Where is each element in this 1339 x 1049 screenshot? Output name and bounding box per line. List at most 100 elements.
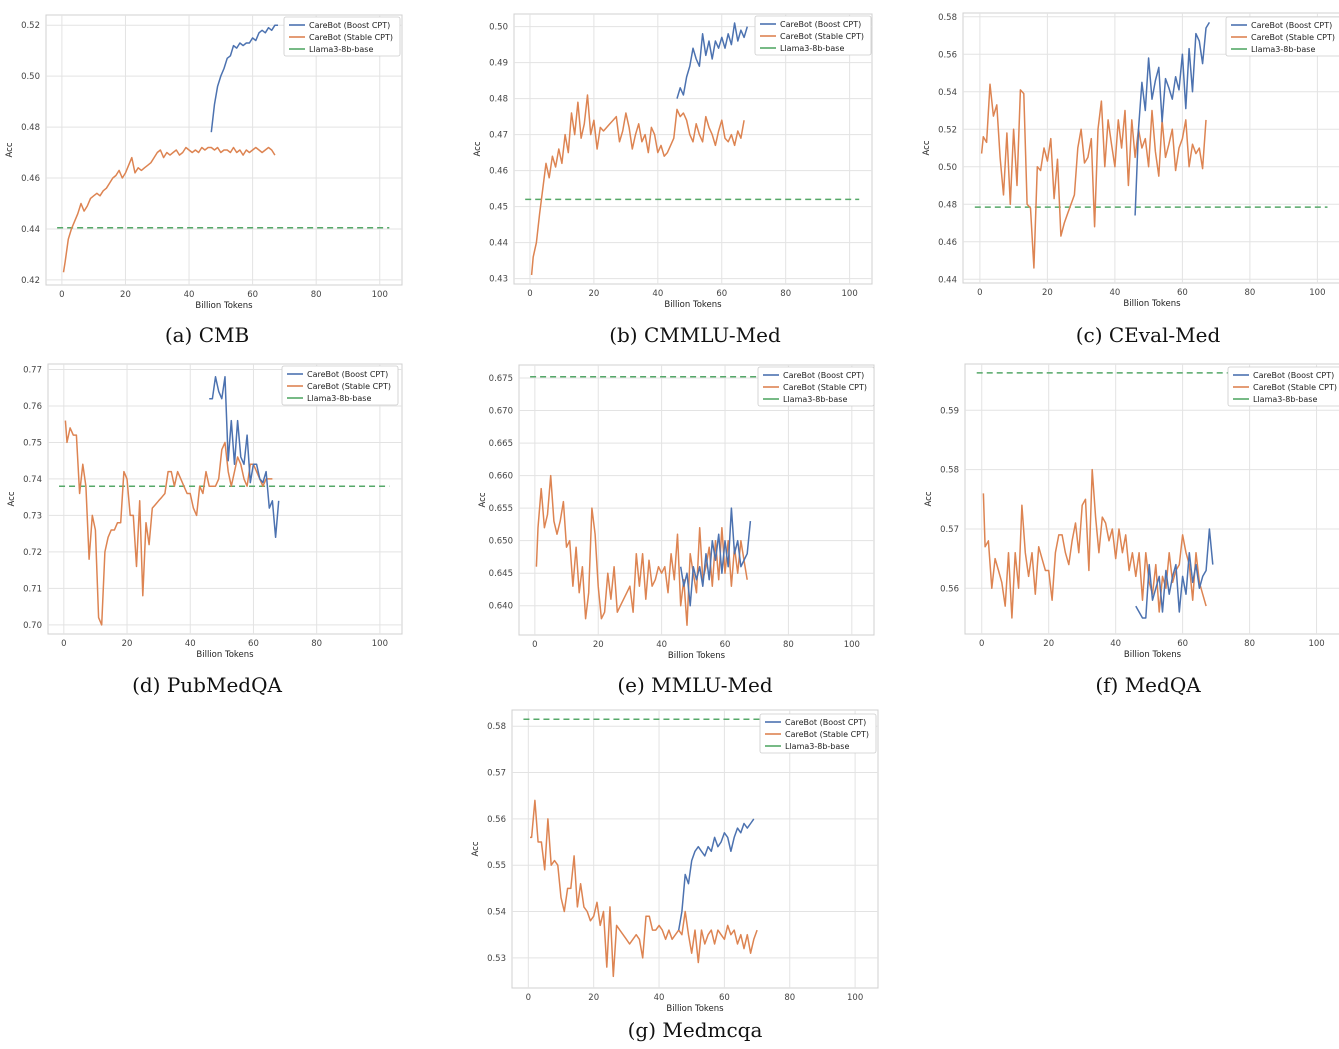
- y-tick-label: 0.43: [489, 275, 508, 285]
- y-tick-label: 0.50: [489, 23, 508, 33]
- legend-label-base: Llama3-8b-base: [309, 45, 373, 54]
- y-tick-label: 0.44: [938, 275, 957, 285]
- legend-label-boost: CareBot (Boost CPT): [783, 371, 864, 380]
- legend-label-stable: CareBot (Stable CPT): [780, 32, 864, 41]
- legend-label-stable: CareBot (Stable CPT): [1251, 33, 1335, 42]
- figure-caption: (e) MMLU-Med: [617, 673, 773, 697]
- y-tick-label: 0.75: [23, 438, 42, 448]
- legend-label-boost: CareBot (Boost CPT): [1253, 371, 1334, 380]
- legend-label-base: Llama3-8b-base: [780, 44, 844, 53]
- y-tick-label: 0.45: [489, 203, 508, 213]
- y-axis-label: Acc: [471, 841, 481, 856]
- y-tick-label: 0.59: [940, 406, 959, 416]
- y-tick-label: 0.47: [489, 131, 508, 141]
- y-tick-label: 0.58: [938, 13, 957, 23]
- x-tick-label: 60: [1177, 639, 1188, 649]
- x-tick-label: 0: [59, 290, 64, 300]
- y-tick-label: 0.50: [938, 163, 957, 173]
- panel-mmlu: 0 20 40 60 80 100 0.640 0.645 0.650 0.655 0.660 0.6…: [450, 350, 890, 700]
- x-tick-label: 80: [1244, 639, 1255, 649]
- y-tick-label: 0.55: [487, 861, 506, 871]
- y-tick-label: 0.44: [489, 239, 508, 249]
- chart-svg: 0 20 40 60 80 100 0.42 0.44 0.46 0.48 0.50 0.52 Bill…: [5, 14, 403, 311]
- y-tick-label: 0.48: [489, 95, 508, 105]
- legend-label-base: Llama3-8b-base: [1251, 45, 1315, 54]
- x-tick-label: 20: [120, 290, 131, 300]
- y-tick-label: 0.71: [23, 584, 42, 594]
- x-tick-label: 0: [532, 640, 537, 650]
- y-tick-label: 0.46: [489, 167, 508, 177]
- x-tick-label: 40: [1110, 639, 1121, 649]
- y-tick-label: 0.640: [489, 602, 513, 612]
- series-line-stable: [982, 468, 1207, 619]
- x-tick-label: 60: [247, 290, 258, 300]
- y-tick-label: 0.665: [489, 439, 513, 449]
- y-tick-label: 0.53: [487, 954, 506, 964]
- y-tick-label: 0.650: [489, 537, 513, 547]
- y-tick-label: 0.46: [21, 174, 40, 184]
- chart-svg: 0 20 40 60 80 100 0.640 0.645 0.650 0.655 0.660 0.6…: [478, 364, 875, 661]
- series-line-stable: [530, 799, 758, 978]
- y-tick-label: 0.49: [489, 59, 508, 69]
- series-line-boost: [676, 22, 749, 99]
- y-tick-label: 0.52: [21, 21, 40, 31]
- y-axis-label: Acc: [7, 491, 17, 506]
- legend-box: [283, 16, 401, 57]
- x-tick-label: 40: [184, 290, 195, 300]
- y-axis-label: Acc: [922, 140, 932, 155]
- legend-label-boost: CareBot (Boost CPT): [307, 370, 388, 379]
- figure-caption: (b) CMMLU-Med: [609, 323, 781, 347]
- x-tick-label: 100: [1309, 288, 1325, 298]
- series-line-boost: [1135, 528, 1214, 619]
- legend-label-stable: CareBot (Stable CPT): [309, 33, 393, 42]
- legend-label-base: Llama3-8b-base: [783, 395, 847, 404]
- x-tick-label: 60: [719, 993, 730, 1003]
- chart-svg: 0 20 40 60 80 100 0.44 0.46 0.48 0.50 0.52 0.54 0.56…: [922, 12, 1339, 309]
- y-tick-label: 0.58: [940, 466, 959, 476]
- x-tick-label: 20: [122, 639, 133, 649]
- panel-ceval: 0 20 40 60 80 100 0.44 0.46 0.48 0.50 0.52 0.54 0.56…: [922, 0, 1339, 350]
- x-tick-label: 0: [977, 288, 982, 298]
- legend-box: [281, 365, 399, 406]
- y-tick-label: 0.48: [938, 200, 957, 210]
- x-tick-label: 0: [526, 993, 531, 1003]
- x-tick-label: 20: [588, 993, 599, 1003]
- x-tick-label: 60: [720, 640, 731, 650]
- y-tick-label: 0.42: [21, 276, 40, 286]
- series-line-boost: [1134, 22, 1211, 216]
- chart-svg: 0 20 40 60 80 100 0.43 0.44 0.45 0.46 0.47 0.48 0.49…: [473, 13, 873, 310]
- x-tick-label: 100: [844, 640, 860, 650]
- y-axis-label: Acc: [478, 492, 488, 507]
- x-tick-label: 100: [372, 639, 388, 649]
- x-tick-label: 40: [654, 993, 665, 1003]
- legend-label-boost: CareBot (Boost CPT): [785, 718, 866, 727]
- legend-box: [759, 713, 877, 754]
- legend-box: [1225, 16, 1339, 57]
- x-tick-label: 100: [847, 993, 863, 1003]
- x-axis-label: Billion Tokens: [195, 301, 253, 311]
- y-tick-label: 0.74: [23, 475, 42, 485]
- chart-svg: 0 20 40 60 80 100 0.56 0.57 0.58 0.59 Billion Toke…: [924, 363, 1339, 660]
- y-tick-label: 0.655: [489, 504, 513, 514]
- x-tick-label: 60: [716, 289, 727, 299]
- figure-caption: (g) Medmcqa: [627, 1018, 763, 1042]
- y-tick-label: 0.645: [489, 569, 513, 579]
- y-tick-label: 0.70: [23, 621, 42, 631]
- legend-box: [754, 15, 872, 56]
- legend-box: [757, 366, 875, 407]
- y-tick-label: 0.56: [938, 50, 957, 60]
- y-tick-label: 0.57: [487, 769, 506, 779]
- legend-label-stable: CareBot (Stable CPT): [307, 382, 391, 391]
- plot-frame: [511, 709, 879, 989]
- x-axis-label: Billion Tokens: [1124, 650, 1182, 660]
- x-tick-label: 80: [311, 290, 322, 300]
- y-tick-label: 0.54: [487, 908, 506, 918]
- y-tick-label: 0.670: [489, 407, 513, 417]
- legend-label-stable: CareBot (Stable CPT): [1253, 383, 1337, 392]
- y-tick-label: 0.72: [23, 548, 42, 558]
- series-line-stable: [980, 83, 1207, 269]
- panel-medmcqa: 0 20 40 60 80 100 0.53 0.54 0.55 0.56 0.57 0.58 Bill…: [450, 700, 890, 1049]
- x-axis-label: Billion Tokens: [666, 1004, 724, 1014]
- legend-label-stable: CareBot (Stable CPT): [785, 730, 869, 739]
- series-line-boost: [677, 818, 755, 931]
